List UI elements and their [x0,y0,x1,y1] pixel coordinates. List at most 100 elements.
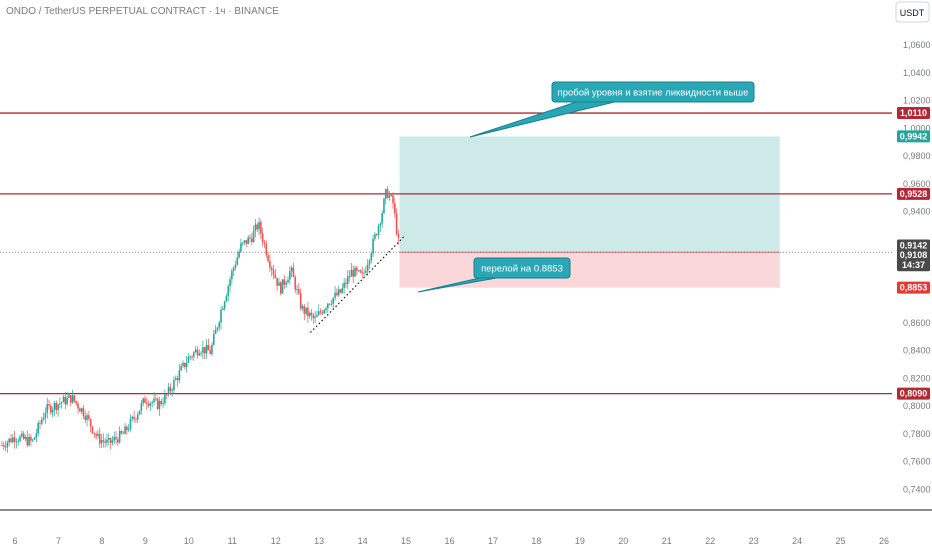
candle-body [136,414,139,420]
price-tick-label: 1,0200 [903,96,931,106]
candle-body [356,267,358,271]
candle-body [218,322,221,328]
candle-body [91,426,94,433]
candle-body [111,440,114,443]
candle-body [263,242,266,244]
candle-body [252,230,255,243]
candle-body [298,289,300,294]
candle-body [184,362,186,367]
candle-body [397,234,400,238]
candle-body [164,394,166,404]
candle-body [366,264,369,272]
candle-body [22,433,25,439]
position-zones [0,136,892,288]
candle-body [276,277,278,286]
time-scale[interactable]: 6 7 8 9 10 11 12 13 14 15 16 17 18 19 20 21 22 23 24 25 26 [12,536,889,546]
time-tick-label: 26 [879,536,889,546]
candle-body [274,274,277,278]
candle-body [243,240,246,243]
candle-body [359,270,362,273]
candle-body [155,398,157,400]
price-scale[interactable]: 1,0600 1,0400 1,0200 1,0000 0,9800 0,9600 0,94… [903,40,931,494]
candle-body [6,442,9,448]
candle-body [305,307,307,314]
candle-body [394,203,396,214]
candle-body [182,362,184,367]
candle-body [256,224,259,230]
candle-body [388,195,391,198]
candle-body [21,433,23,437]
candle-body [71,395,74,403]
candle-body [395,213,398,235]
candle-body [350,269,353,277]
breakout-callout: пробой уровня и взятие ликвидности выше [469,81,755,138]
time-tick-label: 12 [271,536,281,546]
candle-body [89,418,92,427]
candle-body [191,356,193,358]
stop-callout-box [473,257,571,279]
candle-body [33,437,36,440]
time-tick-label: 20 [618,536,628,546]
candle-body [361,272,364,274]
candle-body [334,292,336,298]
entry-price-tag [897,239,930,252]
candle-body [289,271,291,280]
time-tick-label: 16 [444,536,454,546]
price-tick-label: 1,0400 [903,68,931,78]
callouts: пробой уровня и взятие ликвидности выше п… [417,81,755,293]
time-tick-label: 25 [836,536,846,546]
candle-body [330,303,333,305]
candle-body [281,279,284,294]
candle-body [348,276,351,278]
candle-body [145,402,148,404]
candle-body [292,267,295,278]
candle-body [222,308,224,310]
trendline [310,236,405,333]
candle-body [207,344,210,351]
candle-body [193,352,195,357]
candle-body [151,402,154,404]
candle-body [303,306,306,314]
time-tick-label: 15 [401,536,411,546]
candle-body [106,439,108,443]
candle-body [117,439,119,443]
candle-body [1,445,3,446]
candle-body [278,282,280,286]
candle-body [317,311,320,315]
candle-body [12,437,14,443]
candle-body [104,441,106,443]
candle-body [77,403,79,409]
candle-body [258,222,260,230]
candle-body [194,349,197,353]
candle-body [158,401,161,410]
candle-body [260,222,262,234]
candle-body [102,440,105,442]
candle-body [319,311,322,313]
candle-body [174,378,177,380]
time-tick-label: 6 [12,536,17,546]
horizontal-levels [0,112,892,395]
level-price-tag-label: 0,9528 [900,189,928,199]
price-tick-label: 0,7800 [903,429,931,439]
candle-body [42,417,45,420]
candle-body [374,234,376,239]
candle-body [332,297,335,304]
time-tick-label: 21 [662,536,672,546]
candle-body [31,439,34,441]
candle-body [86,415,88,420]
candle-body [354,267,356,277]
candle-body [390,195,393,196]
time-tick-label: 23 [749,536,759,546]
candle-body [346,276,349,285]
candle-body [185,362,188,367]
candle-body [68,395,70,398]
candle-body [343,282,345,288]
candle-body [50,405,52,413]
candle-body [336,292,338,296]
candle-body [57,404,59,410]
candle-body [129,418,132,430]
candle-body [109,437,112,443]
currency-button[interactable]: USDT [895,1,930,23]
candle-body [296,289,298,290]
